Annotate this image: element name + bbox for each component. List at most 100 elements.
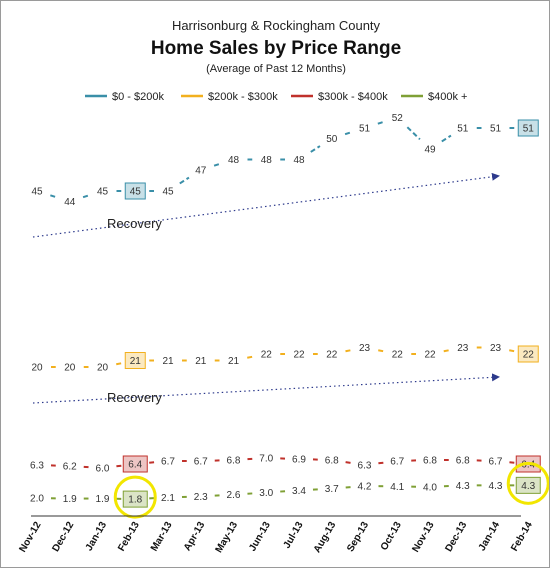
data-label: 51: [457, 124, 469, 135]
data-label: 49: [424, 145, 436, 156]
series-segment: [116, 464, 122, 468]
x-tick-label: Sep-13: [345, 520, 371, 554]
series-segment: [378, 461, 384, 465]
data-label: 21: [195, 356, 207, 367]
legend-label: $300k - $400k: [318, 91, 388, 103]
data-label: 6.7: [390, 457, 404, 468]
series-3: 6.3 6.2 6.0 6.4 6.7 6.7 6.8 7.0 6.9 6.8 6.3 6.7 6.8 6…: [30, 454, 541, 475]
data-label: 4.3: [521, 481, 535, 492]
series-1: 45 44 45 45 45 47 48 48 48 50 51 52 49 51 51 51: [31, 113, 539, 208]
data-label: 6.4: [521, 460, 535, 471]
data-label: 21: [228, 356, 240, 367]
series-segment: [406, 126, 421, 141]
data-label: 51: [359, 124, 371, 135]
x-axis: Nov-12 Dec-12 Jan-13 Feb-13 Mar-13 Apr-13 May-…: [17, 515, 535, 555]
legend-label: $400k +: [428, 91, 467, 103]
series-segment: [179, 176, 190, 185]
highlight-box: [515, 476, 541, 494]
series-4: 2.0 1.9 1.9 1.8 2.1 2.3 2.6 3.0 3.4 3.7 4.2 4.1 4.0 4…: [30, 476, 541, 508]
legend-label: $0 - $200k: [112, 91, 164, 103]
data-label: 3.0: [259, 488, 273, 499]
series-segment: [443, 349, 450, 353]
legend-item: $200k - $300k: [181, 91, 278, 103]
recovery-annotation: Recovery: [32, 172, 500, 238]
data-label: 51: [523, 124, 535, 135]
data-label: 6.4: [128, 460, 142, 471]
data-label: 22: [392, 350, 404, 361]
data-label: 4.2: [358, 481, 372, 492]
data-label: 4.0: [423, 483, 437, 494]
data-label: 6.9: [292, 455, 306, 466]
series-layer: 45 44 45 45 45 47 48 48 48 50 51 52 49 51 51 51 20 20 20 21…: [30, 113, 541, 508]
chart-legend: $0 - $200k $200k - $300k $300k - $400k $400…: [85, 91, 467, 103]
series-segment: [509, 349, 515, 353]
x-tick-label: Nov-12: [17, 520, 43, 555]
data-label: 6.7: [489, 457, 503, 468]
data-label: 50: [326, 134, 338, 145]
series-segment: [247, 355, 253, 359]
x-tick-label: Jan-13: [84, 520, 110, 553]
series-segment: [377, 120, 385, 125]
highlight-box: [122, 455, 148, 473]
data-label: 45: [31, 187, 43, 198]
data-label: 6.7: [194, 457, 208, 468]
series-segment: [345, 461, 351, 464]
x-tick-label: Jun-13: [247, 520, 273, 554]
data-label: 45: [162, 187, 174, 198]
x-tick-label: Nov-13: [410, 520, 436, 555]
data-label: 23: [490, 343, 502, 354]
data-label: 23: [359, 343, 371, 354]
series-segment: [344, 131, 352, 136]
recovery-arrow: [32, 172, 500, 238]
data-label: 22: [326, 350, 338, 361]
highlight-circle: [113, 475, 157, 519]
data-label: 45: [97, 187, 109, 198]
data-label: 3.7: [325, 484, 339, 495]
highlight-box: [517, 119, 539, 137]
data-label: 6.8: [423, 456, 437, 467]
data-label: 47: [195, 166, 207, 177]
data-label: 7.0: [259, 454, 273, 465]
data-label: 20: [64, 363, 76, 374]
highlight-box: [517, 345, 539, 363]
data-label: 48: [261, 155, 273, 166]
x-tick-label: May-13: [214, 520, 241, 555]
series-segment: [378, 349, 384, 353]
data-label: 1.8: [128, 495, 142, 506]
data-label: 22: [293, 350, 305, 361]
x-tick-label: Dec-12: [50, 520, 76, 554]
x-tick-label: Dec-13: [443, 520, 469, 554]
highlight-box: [124, 352, 146, 369]
data-label: 51: [490, 124, 502, 135]
x-tick-label: Aug-13: [312, 520, 339, 555]
data-label: 4.1: [390, 482, 404, 493]
chart-annotations: Recovery Recovery: [32, 172, 500, 405]
x-tick-label: Oct-13: [379, 520, 404, 553]
data-label: 2.6: [227, 490, 241, 501]
data-label: 45: [130, 187, 142, 198]
data-label: 6.8: [456, 456, 470, 467]
data-label: 48: [228, 155, 240, 166]
x-tick-label: Mar-13: [149, 520, 175, 554]
recovery-annotation: Recovery: [32, 373, 500, 405]
chart-title: Home Sales by Price Range: [151, 38, 401, 59]
data-label: 20: [97, 363, 109, 374]
series-segment: [441, 134, 452, 143]
data-label: 6.2: [63, 462, 77, 473]
recovery-label: Recovery: [107, 390, 162, 405]
data-label: 21: [162, 356, 174, 367]
data-label: 23: [457, 343, 469, 354]
data-label: 22: [261, 350, 273, 361]
data-label: 48: [293, 155, 305, 166]
series-segment: [213, 162, 221, 167]
data-label: 6.8: [325, 456, 339, 467]
x-tick-label: Feb-13: [116, 520, 142, 554]
data-label: 52: [392, 113, 404, 124]
data-label: 6.0: [96, 464, 110, 475]
data-label: 6.8: [227, 456, 241, 467]
series-segment: [116, 362, 122, 366]
data-label: 21: [130, 356, 142, 367]
data-label: 4.3: [456, 481, 470, 492]
